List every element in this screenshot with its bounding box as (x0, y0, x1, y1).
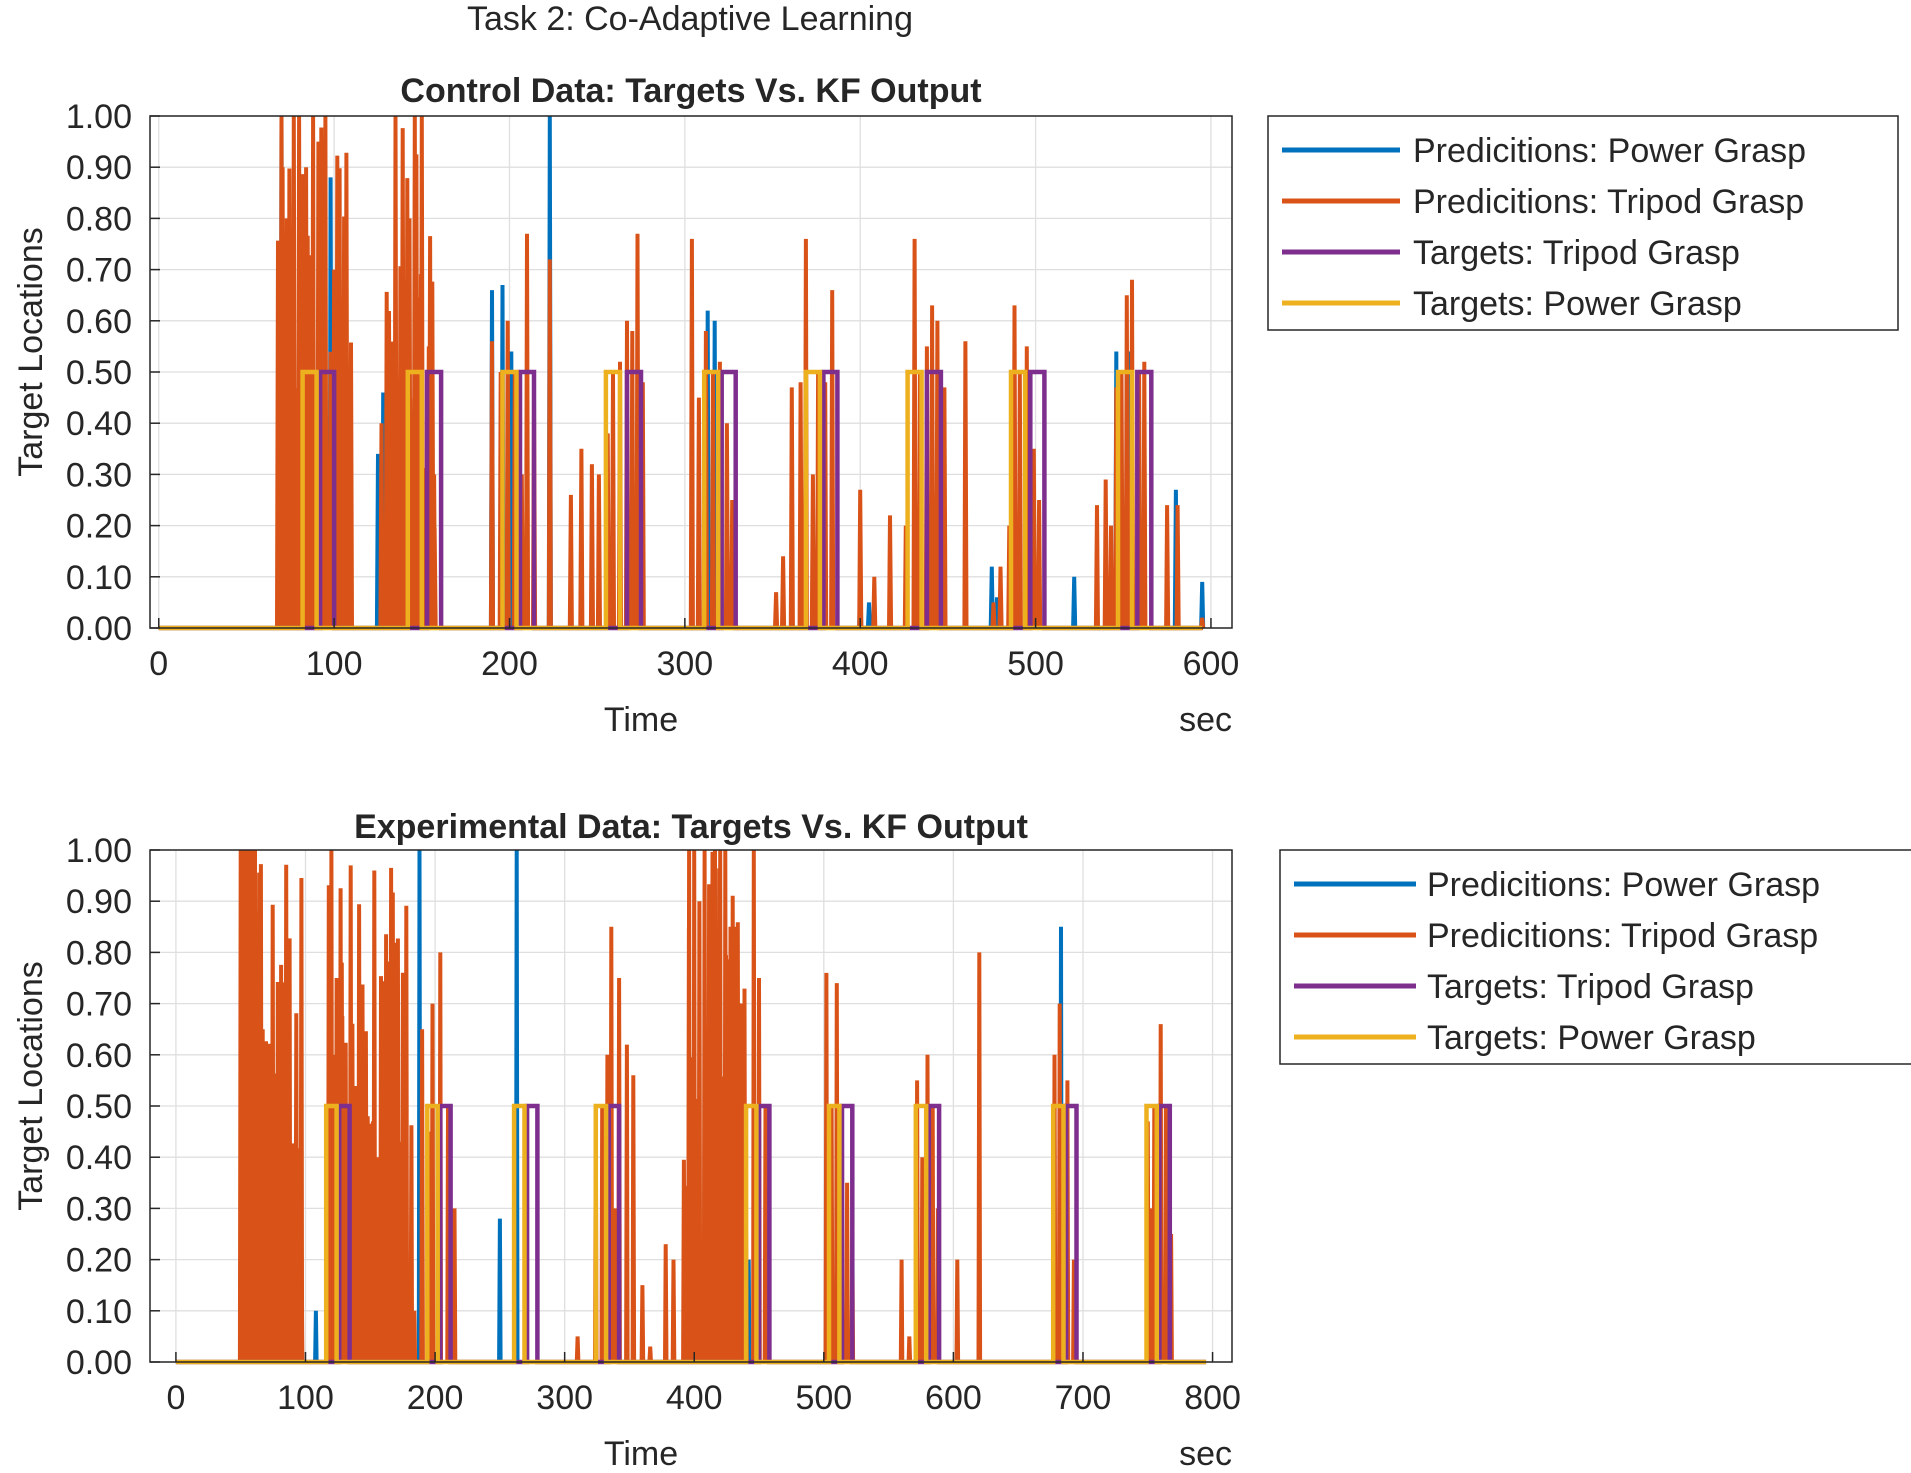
legend-label: Targets: Power Grasp (1413, 285, 1742, 323)
legend-box (1267, 115, 1899, 331)
y-tick-label: 0.60 (66, 1037, 132, 1075)
y-tick-label: 0.90 (66, 149, 132, 187)
x-tick-label: 700 (1055, 1379, 1112, 1417)
series-power-grasp-targets (175, 1103, 1207, 1365)
x-tick-label: 300 (536, 1379, 593, 1417)
legend-label: Targets: Power Grasp (1427, 1019, 1756, 1057)
y-tick-label: 0.50 (66, 354, 132, 392)
legend-label: Predicitions: Tripod Grasp (1427, 917, 1818, 955)
y-tick-label: 0.40 (66, 405, 132, 443)
x-tick-label: 500 (795, 1379, 852, 1417)
legend: Predicitions: Power Grasp Predicitions: T… (1267, 115, 1899, 331)
control-data-axes: 0 100 200 300 400 500 600 0.00 0.10 0.20 0.30 0.40 0… (12, 72, 1899, 739)
y-tick-label: 0.80 (66, 200, 132, 238)
y-tick-label: 0.50 (66, 1088, 132, 1126)
x-tick-label: 0 (166, 1379, 185, 1417)
x-axis-label: Time (604, 701, 678, 739)
chart-title: Control Data: Targets Vs. KF Output (400, 72, 981, 110)
legend: Predicitions: Power Grasp Predicitions: T… (1279, 849, 1911, 1065)
y-tick-label: 0.00 (66, 610, 132, 648)
y-axis-label: Target Locations (12, 227, 50, 477)
series-tripod-grasp-predictions (175, 849, 1174, 1364)
x-tick-label: 800 (1184, 1379, 1241, 1417)
series-tripod-grasp-targets (158, 369, 1203, 631)
x-tick-label: 0 (149, 645, 168, 683)
figure-title: Task 2: Co-Adaptive Learning (467, 0, 913, 38)
x-tick-label: 400 (832, 645, 889, 683)
legend-label: Targets: Tripod Grasp (1427, 968, 1754, 1006)
x-tick-label: 100 (306, 645, 363, 683)
x-tick-label: 500 (1007, 645, 1064, 683)
legend-label: Targets: Tripod Grasp (1413, 234, 1740, 272)
chart-title: Experimental Data: Targets Vs. KF Output (354, 808, 1028, 846)
x-tick-label: 100 (277, 1379, 334, 1417)
legend-label: Predicitions: Power Grasp (1427, 866, 1820, 904)
legend-label: Predicitions: Tripod Grasp (1413, 183, 1804, 221)
y-tick-label: 0.30 (66, 456, 132, 494)
y-tick-label: 0.30 (66, 1190, 132, 1228)
y-tick-label: 0.20 (66, 508, 132, 546)
x-tick-label: 400 (666, 1379, 723, 1417)
x-axis-unit: sec (1179, 1435, 1232, 1473)
y-tick-label: 0.40 (66, 1139, 132, 1177)
x-axis-label: Time (604, 1435, 678, 1473)
x-tick-label: 200 (407, 1379, 464, 1417)
experimental-data-axes: 0 100 200 300 400 500 600 700 800 0.00 0.10 0.20 0.3… (12, 808, 1911, 1473)
y-tick-label: 0.70 (66, 986, 132, 1024)
y-tick-label: 0.10 (66, 559, 132, 597)
y-tick-label: 0.20 (66, 1242, 132, 1280)
x-tick-label: 600 (1183, 645, 1240, 683)
series-power-grasp-targets (158, 369, 1203, 631)
y-tick-label: 0.90 (66, 883, 132, 921)
x-tick-label: 200 (481, 645, 538, 683)
y-tick-label: 1.00 (66, 98, 132, 136)
y-tick-label: 0.00 (66, 1344, 132, 1382)
y-tick-label: 1.00 (66, 832, 132, 870)
series-tripod-grasp-targets (175, 1103, 1207, 1365)
y-axis-label: Target Locations (12, 961, 50, 1211)
x-axis-unit: sec (1179, 701, 1232, 739)
y-tick-label: 0.10 (66, 1293, 132, 1331)
legend-label: Predicitions: Power Grasp (1413, 132, 1806, 170)
x-tick-label: 300 (656, 645, 713, 683)
y-tick-label: 0.60 (66, 303, 132, 341)
y-tick-label: 0.80 (66, 934, 132, 972)
y-tick-label: 0.70 (66, 252, 132, 290)
x-tick-label: 600 (925, 1379, 982, 1417)
